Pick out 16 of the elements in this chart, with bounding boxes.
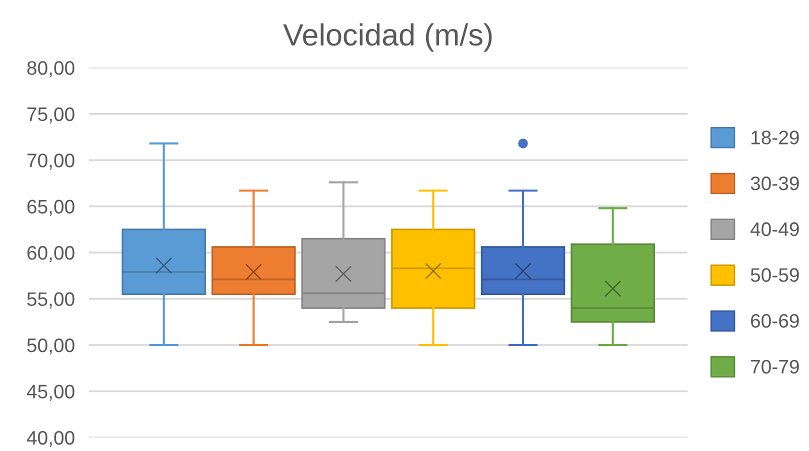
y-tick-label: 40,00: [26, 430, 74, 448]
y-tick-label: 65,00: [27, 200, 74, 216]
y-tick-label: 60,00: [27, 246, 74, 262]
y-tick-label: 45,00: [26, 384, 74, 401]
legend-label: 30-39: [750, 176, 799, 190]
legend-label: 60-69: [751, 314, 799, 328]
legend-label: 50-59: [750, 268, 799, 282]
y-tick-label: 55,00: [27, 292, 74, 308]
chart-title: Velocidad (m/s): [283, 23, 492, 52]
legend-label: 70-79: [751, 360, 799, 374]
y-tick-label: 50,00: [27, 338, 74, 355]
y-tick-label: 70,00: [27, 154, 74, 170]
legend-label: 18-29: [752, 130, 799, 144]
y-tick-label: 75,00: [27, 107, 74, 124]
legend-label: 40-49: [750, 222, 799, 236]
y-tick-label: 80,00: [27, 61, 74, 78]
